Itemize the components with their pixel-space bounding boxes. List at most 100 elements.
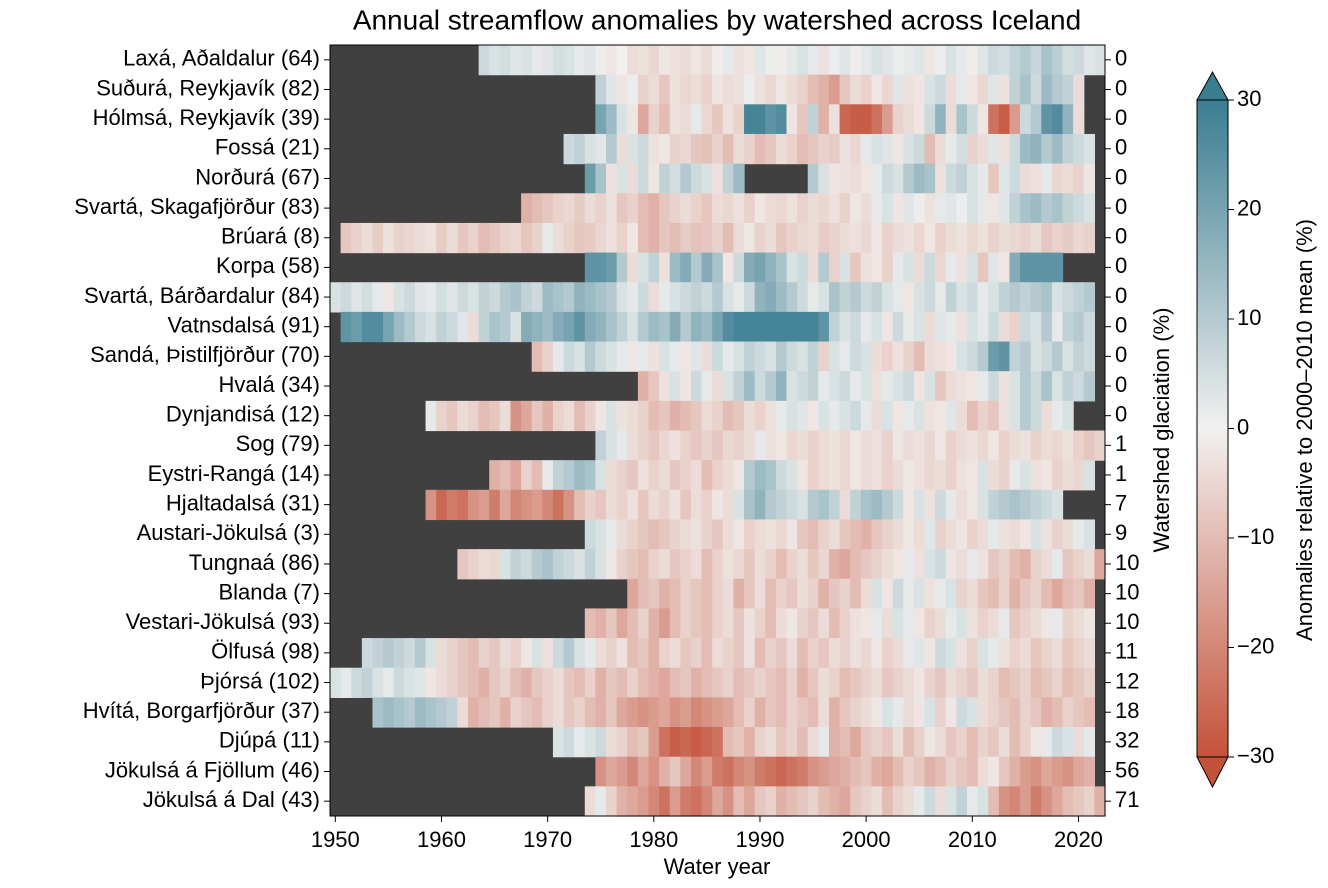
heatmap-cell xyxy=(669,460,681,491)
heatmap-cell xyxy=(616,430,628,461)
heatmap-cell xyxy=(701,222,713,254)
heatmap-cell xyxy=(1030,697,1042,728)
heatmap-cell xyxy=(584,667,597,698)
colorbar-tick-label: −20 xyxy=(1237,633,1274,658)
heatmap-cell xyxy=(828,756,841,787)
heatmap-cell xyxy=(595,430,607,461)
heatmap-cell xyxy=(775,638,788,669)
heatmap-cell xyxy=(468,222,480,254)
heatmap-cell xyxy=(499,638,512,669)
heatmap-cell xyxy=(648,697,660,728)
heatmap-cell xyxy=(977,193,989,224)
heatmap-cell xyxy=(998,430,1011,461)
heatmap-cell xyxy=(924,311,936,343)
heatmap-cell xyxy=(797,638,809,669)
heatmap-cell xyxy=(701,578,713,610)
heatmap-cell xyxy=(552,697,565,728)
heatmap-cell xyxy=(903,489,915,521)
heatmap-cell xyxy=(1062,549,1074,580)
heatmap-cell xyxy=(945,104,957,135)
heatmap-cell xyxy=(510,549,522,580)
heatmap-cell xyxy=(998,697,1011,728)
heatmap-cell xyxy=(733,430,745,461)
heatmap-cell xyxy=(1073,430,1085,461)
heatmap-cell xyxy=(574,667,586,698)
heatmap-cell xyxy=(606,756,618,787)
heatmap-cell xyxy=(903,282,915,313)
heatmap-cell xyxy=(786,460,798,491)
heatmap-cell xyxy=(712,786,724,817)
heatmap-cell xyxy=(871,252,883,283)
heatmap-cell xyxy=(977,578,989,610)
heatmap-cell xyxy=(574,193,586,224)
heatmap-cell xyxy=(1062,193,1074,224)
heatmap-cell xyxy=(765,489,777,521)
heatmap-cell xyxy=(722,193,735,224)
heatmap-cell xyxy=(807,371,819,402)
heatmap-cell xyxy=(552,193,565,224)
heatmap-cell xyxy=(977,786,989,817)
heatmap-cell xyxy=(701,756,713,787)
heatmap-cell xyxy=(977,756,989,787)
y2-tick-label: 0 xyxy=(1115,135,1127,160)
heatmap-cell xyxy=(478,697,490,728)
heatmap-cell xyxy=(1073,133,1085,165)
heatmap-cell xyxy=(765,519,777,550)
heatmap-cell xyxy=(797,519,809,550)
heatmap-cell xyxy=(828,45,841,76)
heatmap-cell xyxy=(637,282,650,313)
heatmap-cell xyxy=(924,727,936,758)
heatmap-cell xyxy=(595,133,607,165)
heatmap-cell xyxy=(1020,400,1032,432)
heatmap-cell xyxy=(383,667,395,698)
heatmap-cell xyxy=(521,400,533,432)
y2-tick-label: 9 xyxy=(1115,520,1127,545)
heatmap-cell xyxy=(966,252,979,283)
heatmap-cell xyxy=(850,400,862,432)
heatmap-cell xyxy=(606,608,618,639)
heatmap-cell xyxy=(478,282,490,313)
heatmap-cell xyxy=(998,45,1011,76)
heatmap-cell xyxy=(744,252,756,283)
heatmap-cell xyxy=(956,549,968,580)
heatmap-cell xyxy=(754,786,766,817)
heatmap-cell xyxy=(531,311,543,343)
heatmap-cell xyxy=(850,45,862,76)
y2-tick-label: 12 xyxy=(1115,668,1139,693)
heatmap-cell xyxy=(436,489,448,521)
heatmap-cell xyxy=(775,756,788,787)
heatmap-cell xyxy=(552,282,565,313)
heatmap-cell xyxy=(552,549,565,580)
heatmap-cell xyxy=(966,193,979,224)
heatmap-cell xyxy=(871,371,883,402)
heatmap-cell xyxy=(998,400,1011,432)
heatmap-cell xyxy=(531,697,543,728)
heatmap-cell xyxy=(977,74,989,105)
heatmap-cell xyxy=(754,371,766,402)
heatmap-cell xyxy=(468,282,480,313)
heatmap-cell xyxy=(797,786,809,817)
heatmap-cell xyxy=(701,45,713,76)
heatmap-cell xyxy=(457,638,469,669)
heatmap-cell xyxy=(446,400,458,432)
heatmap-cell xyxy=(818,371,830,402)
heatmap-cell xyxy=(754,460,766,491)
heatmap-cell xyxy=(1083,133,1095,165)
heatmap-cell xyxy=(659,104,671,135)
heatmap-cell xyxy=(659,756,671,787)
y-tick-label: Austari-Jökulsá (3) xyxy=(137,520,320,545)
heatmap-cell xyxy=(712,667,724,698)
heatmap-cell xyxy=(595,400,607,432)
heatmap-cell xyxy=(659,697,671,728)
heatmap-cell xyxy=(818,163,830,194)
heatmap-cell xyxy=(606,311,618,343)
heatmap-cell xyxy=(372,697,384,728)
heatmap-cell xyxy=(712,578,724,610)
heatmap-cell xyxy=(818,193,830,224)
heatmap-cell xyxy=(393,667,405,698)
heatmap-cell xyxy=(1020,341,1032,372)
colorbar-tick-label: 20 xyxy=(1237,195,1261,220)
heatmap-cell xyxy=(924,667,936,698)
heatmap-cell xyxy=(945,727,957,758)
heatmap-cell xyxy=(924,460,936,491)
